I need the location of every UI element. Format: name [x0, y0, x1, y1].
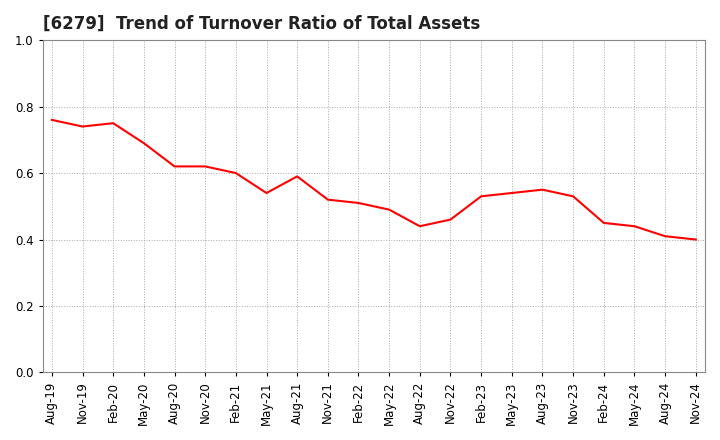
Text: [6279]  Trend of Turnover Ratio of Total Assets: [6279] Trend of Turnover Ratio of Total … [42, 15, 480, 33]
